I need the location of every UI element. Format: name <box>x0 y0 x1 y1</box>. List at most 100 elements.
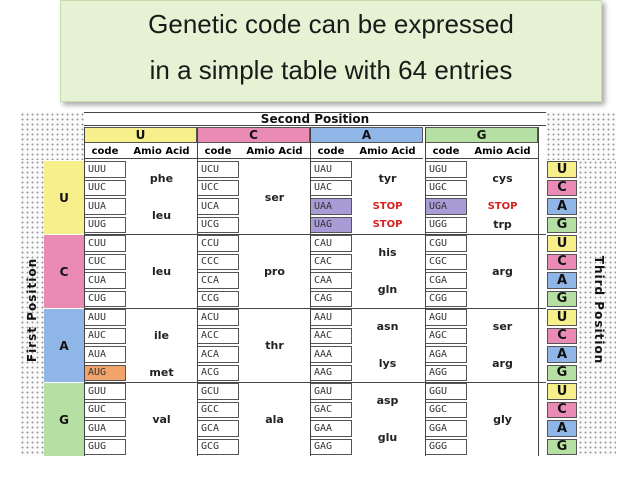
codon-AAA: AAA <box>310 346 352 363</box>
amino-acid-asp: asp <box>352 382 423 419</box>
column-border <box>84 127 85 456</box>
amino-acid-ala: ala <box>239 382 310 456</box>
third-base-A: A <box>547 420 577 437</box>
codon-UAU: UAU <box>310 161 352 178</box>
codon-ACG: ACG <box>197 364 239 381</box>
second-base-header-C: C <box>197 127 310 143</box>
corner-top-right <box>546 112 616 160</box>
codon-CCU: CCU <box>197 235 239 252</box>
codon-AUU: AUU <box>84 309 126 326</box>
codon-ACU: ACU <box>197 309 239 326</box>
slide-title-line-1: Genetic code can be expressed <box>148 9 514 39</box>
codon-UAC: UAC <box>310 179 352 196</box>
group-separator <box>84 308 546 309</box>
column-header-amino-acid: Amio Acid <box>467 144 538 159</box>
codon-CUU: CUU <box>84 235 126 252</box>
amino-acid-leu: leu <box>126 197 197 234</box>
codon-GUU: GUU <box>84 383 126 400</box>
codon-AAU: AAU <box>310 309 352 326</box>
amino-acid-his: his <box>352 234 423 271</box>
codon-UAG: UAG <box>310 216 352 233</box>
codon-CGA: CGA <box>425 272 467 289</box>
amino-acid-trp: trp <box>467 215 538 234</box>
codon-GCG: GCG <box>197 438 239 455</box>
third-position-label: Third Position <box>592 255 606 365</box>
codon-CAA: CAA <box>310 272 352 289</box>
codon-AAG: AAG <box>310 364 352 381</box>
group-separator <box>84 234 546 235</box>
second-base-header-U: U <box>84 127 197 143</box>
amino-acid-arg: arg <box>467 234 538 308</box>
amino-acid-stop: STOP <box>467 197 538 216</box>
codon-AUC: AUC <box>84 327 126 344</box>
amino-acid-phe: phe <box>126 160 197 197</box>
codon-CGU: CGU <box>425 235 467 252</box>
first-base-U: U <box>44 160 84 234</box>
codon-AUA: AUA <box>84 346 126 363</box>
codon-UUG: UUG <box>84 216 126 233</box>
amino-acid-tyr: tyr <box>352 160 423 197</box>
left-first-position-strip <box>20 160 44 456</box>
codon-UUU: UUU <box>84 161 126 178</box>
column-border <box>425 127 426 456</box>
third-base-U: U <box>547 235 577 252</box>
third-base-A: A <box>547 198 577 215</box>
column-header-code: code <box>310 144 352 159</box>
corner-top-left <box>20 112 84 160</box>
second-base-header-A: A <box>310 127 423 143</box>
codon-GAA: GAA <box>310 420 352 437</box>
amino-acid-stop: STOP <box>352 215 423 234</box>
column-header-amino-acid: Amio Acid <box>352 144 423 159</box>
codon-GUC: GUC <box>84 401 126 418</box>
amino-acid-ser: ser <box>467 308 538 345</box>
amino-acid-gln: gln <box>352 271 423 308</box>
codon-AUG: AUG <box>84 364 126 381</box>
codon-AAC: AAC <box>310 327 352 344</box>
codon-AGC: AGC <box>425 327 467 344</box>
third-base-G: G <box>547 364 577 381</box>
codon-UCC: UCC <box>197 179 239 196</box>
column-header-amino-acid: Amio Acid <box>126 144 197 159</box>
amino-acid-lys: lys <box>352 345 423 382</box>
amino-acid-val: val <box>126 382 197 456</box>
codon-ACA: ACA <box>197 346 239 363</box>
first-base-C: C <box>44 234 84 308</box>
codon-UCG: UCG <box>197 216 239 233</box>
column-header-code: code <box>84 144 126 159</box>
amino-acid-cys: cys <box>467 160 538 197</box>
codon-GGA: GGA <box>425 420 467 437</box>
column-header-code: code <box>197 144 239 159</box>
codon-CCA: CCA <box>197 272 239 289</box>
codon-UGC: UGC <box>425 179 467 196</box>
second-position-label: Second Position <box>84 112 546 126</box>
third-base-G: G <box>547 290 577 307</box>
third-base-U: U <box>547 161 577 178</box>
codon-GCC: GCC <box>197 401 239 418</box>
codon-CGC: CGC <box>425 253 467 270</box>
third-base-U: U <box>547 309 577 326</box>
codon-GGC: GGC <box>425 401 467 418</box>
right-third-position-strip <box>578 160 616 456</box>
codon-UAA: UAA <box>310 198 352 215</box>
third-base-G: G <box>547 438 577 455</box>
group-separator <box>84 382 546 383</box>
amino-acid-stop: STOP <box>352 197 423 216</box>
codon-UCU: UCU <box>197 161 239 178</box>
codon-GGG: GGG <box>425 438 467 455</box>
third-base-C: C <box>547 327 577 344</box>
amino-acid-asn: asn <box>352 308 423 345</box>
codon-GAU: GAU <box>310 383 352 400</box>
codon-ACC: ACC <box>197 327 239 344</box>
column-header-amino-acid: Amio Acid <box>239 144 310 159</box>
third-base-A: A <box>547 346 577 363</box>
codon-CAG: CAG <box>310 290 352 307</box>
column-border <box>310 127 311 456</box>
third-base-C: C <box>547 179 577 196</box>
codon-CCG: CCG <box>197 290 239 307</box>
codon-GAC: GAC <box>310 401 352 418</box>
codon-GGU: GGU <box>425 383 467 400</box>
codon-CUG: CUG <box>84 290 126 307</box>
column-border <box>538 127 539 456</box>
amino-acid-gly: gly <box>467 382 538 456</box>
